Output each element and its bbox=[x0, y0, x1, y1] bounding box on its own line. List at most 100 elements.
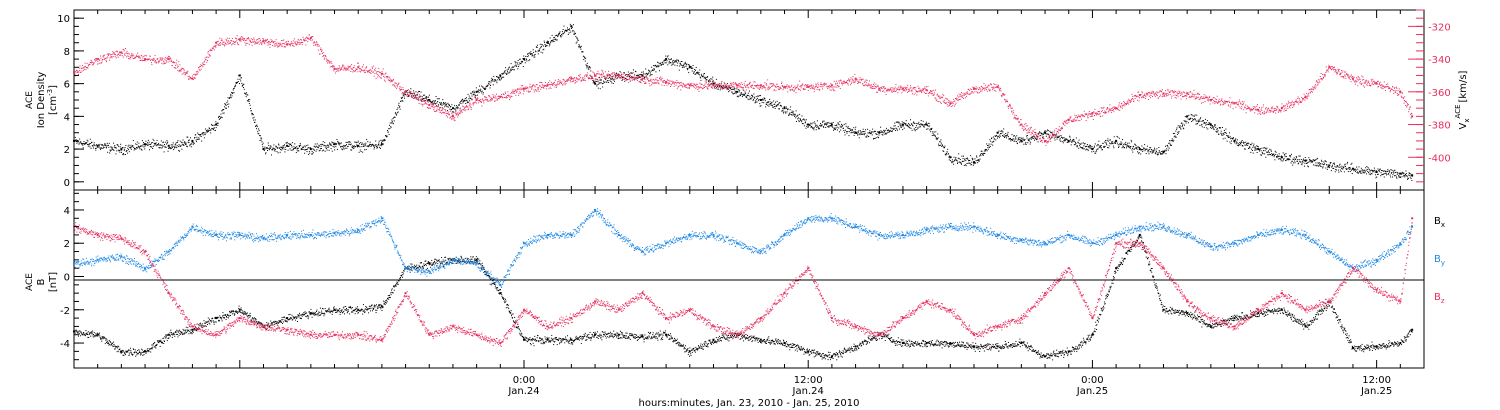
velocity-sample bbox=[570, 76, 572, 78]
velocity-sample bbox=[295, 44, 297, 46]
density-sample bbox=[311, 150, 313, 152]
density-sample bbox=[514, 62, 516, 64]
density-sample bbox=[492, 84, 494, 86]
density-sample bbox=[863, 131, 865, 133]
density-sample bbox=[1072, 139, 1074, 141]
density-sample bbox=[952, 161, 954, 163]
density-sample bbox=[1276, 156, 1278, 158]
velocity-sample bbox=[194, 73, 196, 75]
velocity-sample bbox=[132, 53, 134, 55]
density-sample bbox=[1177, 125, 1179, 127]
density-sample bbox=[1035, 139, 1037, 141]
velocity-sample bbox=[381, 71, 383, 73]
density-sample bbox=[324, 142, 326, 144]
velocity-sample bbox=[563, 79, 565, 81]
density-sample bbox=[410, 92, 412, 94]
density-sample bbox=[615, 75, 617, 77]
density-sample bbox=[1284, 154, 1286, 156]
density-sample bbox=[387, 131, 389, 133]
velocity-sample bbox=[531, 85, 533, 87]
density-sample bbox=[453, 111, 455, 113]
density-sample bbox=[1312, 159, 1314, 161]
velocity-sample bbox=[589, 77, 591, 79]
density-sample bbox=[1001, 130, 1003, 132]
density-sample bbox=[136, 144, 138, 146]
density-sample bbox=[525, 58, 527, 60]
density-sample bbox=[1128, 145, 1130, 147]
velocity-sample bbox=[302, 39, 304, 41]
density-sample bbox=[475, 97, 477, 99]
velocity-sample bbox=[406, 95, 408, 97]
density-sample bbox=[1401, 173, 1403, 175]
density-sample bbox=[1388, 171, 1390, 173]
density-sample bbox=[329, 142, 330, 144]
density-sample bbox=[1211, 126, 1213, 128]
velocity-sample bbox=[576, 77, 578, 79]
velocity-sample bbox=[89, 63, 91, 65]
density-sample bbox=[1341, 167, 1343, 169]
density-sample bbox=[157, 144, 159, 146]
density-sample bbox=[262, 142, 264, 144]
density-sample bbox=[152, 138, 154, 140]
density-sample bbox=[106, 142, 108, 144]
density-sample bbox=[177, 141, 179, 143]
density-sample bbox=[233, 92, 235, 94]
density-sample bbox=[255, 125, 257, 127]
density-sample bbox=[947, 153, 949, 155]
velocity-sample bbox=[101, 62, 103, 64]
density-sample bbox=[477, 94, 479, 96]
velocity-sample bbox=[92, 64, 94, 66]
velocity-sample bbox=[474, 96, 476, 98]
density-sample bbox=[87, 140, 89, 142]
density-sample bbox=[606, 81, 608, 83]
density-sample bbox=[253, 116, 255, 118]
velocity-sample bbox=[78, 67, 80, 69]
density-sample bbox=[311, 153, 313, 155]
density-sample bbox=[357, 146, 359, 148]
density-sample bbox=[908, 123, 910, 125]
density-sample bbox=[1109, 142, 1110, 144]
density-sample bbox=[1201, 124, 1203, 126]
velocity-sample bbox=[172, 61, 174, 63]
density-sample bbox=[1204, 122, 1206, 124]
density-sample bbox=[596, 84, 598, 86]
density-sample bbox=[188, 139, 190, 141]
density-sample bbox=[1086, 145, 1088, 147]
velocity-sample bbox=[514, 90, 516, 92]
velocity-sample bbox=[114, 56, 116, 58]
velocity-sample bbox=[296, 43, 298, 45]
velocity-sample bbox=[560, 81, 562, 83]
density-sample bbox=[543, 40, 545, 42]
velocity-sample bbox=[544, 84, 546, 86]
density-sample bbox=[518, 64, 520, 66]
density-sample bbox=[285, 148, 287, 150]
density-sample bbox=[852, 132, 854, 134]
density-sample bbox=[766, 101, 768, 103]
velocity-sample bbox=[317, 44, 319, 46]
velocity-sample bbox=[523, 90, 525, 92]
density-sample bbox=[319, 148, 321, 150]
density-sample bbox=[439, 104, 441, 106]
density-sample bbox=[1389, 170, 1391, 172]
density-sample bbox=[212, 128, 214, 130]
velocity-sample bbox=[370, 73, 372, 75]
density-sample bbox=[956, 160, 958, 162]
velocity-sample bbox=[130, 54, 132, 56]
velocity-sample bbox=[479, 100, 481, 102]
velocity-sample bbox=[492, 94, 494, 96]
velocity-sample bbox=[637, 76, 639, 78]
density-sample bbox=[642, 75, 644, 77]
density-sample bbox=[1230, 143, 1232, 145]
density-sample bbox=[1149, 151, 1151, 153]
velocity-sample bbox=[350, 70, 352, 72]
density-sample bbox=[179, 140, 181, 142]
density-sample bbox=[998, 137, 1000, 139]
density-sample bbox=[706, 76, 708, 78]
density-sample bbox=[848, 135, 850, 137]
density-sample bbox=[419, 99, 421, 101]
velocity-sample bbox=[553, 82, 555, 84]
density-sample bbox=[203, 137, 205, 139]
density-sample bbox=[1150, 151, 1152, 153]
velocity-sample bbox=[289, 45, 291, 47]
density-sample bbox=[555, 39, 557, 41]
